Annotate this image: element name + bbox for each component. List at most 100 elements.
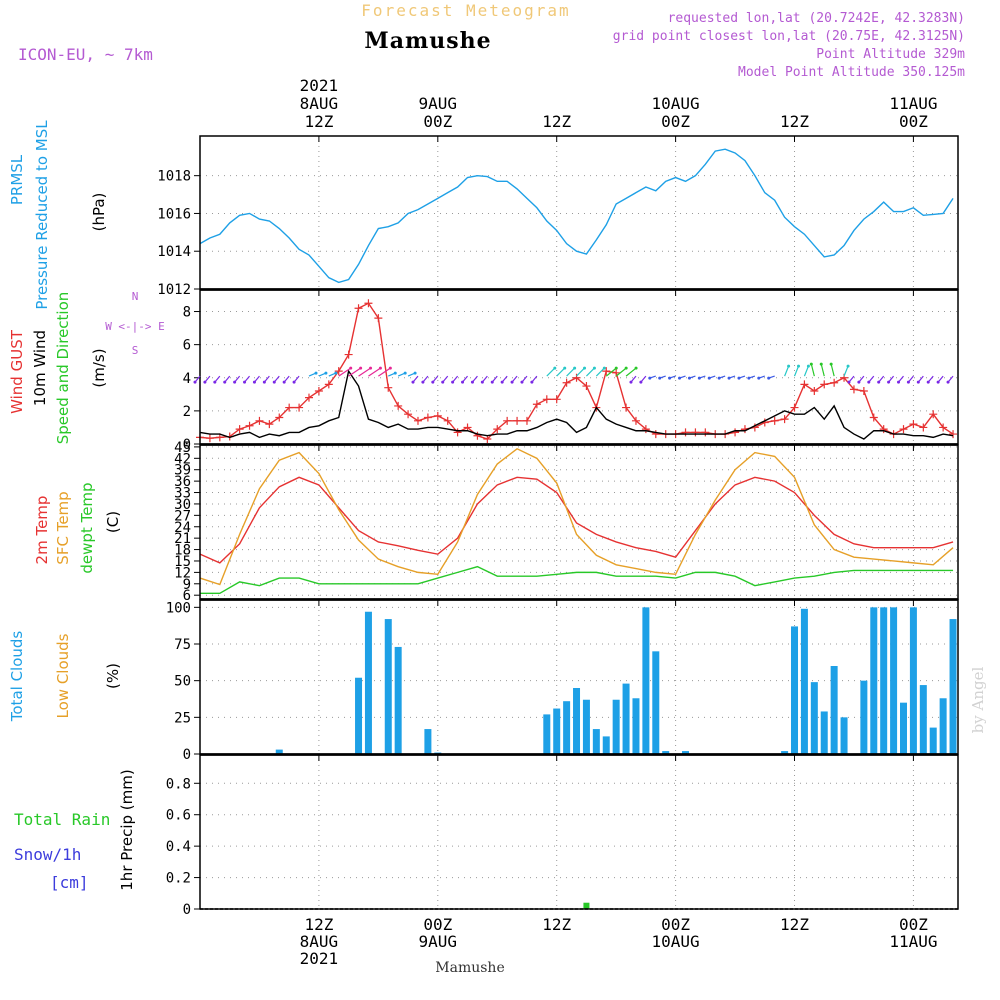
wind-arrow-head — [193, 380, 197, 384]
wind-arrow-head — [563, 366, 567, 370]
clouds-series-total-clouds-bar — [909, 607, 917, 754]
gust-marker — [602, 367, 611, 376]
wind-arrow-head — [203, 380, 207, 384]
wind-arrow-head — [480, 380, 484, 384]
gust-marker — [314, 387, 323, 396]
gust-marker — [205, 434, 214, 443]
wind-arrow-head — [470, 380, 474, 384]
time-bottom-label: 12Z — [780, 915, 809, 934]
gust-marker — [641, 425, 650, 434]
wind-arrow-head — [349, 366, 353, 370]
wind-arrow — [615, 367, 627, 377]
pressure-ytick-label: 1012 — [157, 282, 191, 298]
wind-arrow-head — [359, 366, 363, 370]
wind-arrow-head — [887, 380, 891, 384]
wind-arrow-head — [658, 376, 662, 380]
clouds-series-total-clouds-bar — [929, 727, 937, 754]
clouds-series-total-clouds-bar — [652, 651, 660, 754]
clouds-series-total-clouds-bar — [781, 751, 789, 754]
wind-arrow-head — [936, 380, 940, 384]
wind-arrow-head — [877, 380, 881, 384]
wind-arrow-head — [806, 364, 810, 368]
snow-unit-label: [cm] — [50, 873, 89, 892]
gust-marker — [622, 403, 631, 412]
clouds-ytick-label: 50 — [174, 674, 191, 690]
wind-arrow — [576, 367, 585, 377]
wind-arrow-head — [829, 362, 833, 366]
gust-marker — [800, 380, 809, 389]
clouds-series-total-clouds-bar — [820, 711, 828, 754]
point-altitude: Point Altitude 329m — [816, 47, 965, 62]
requested-coords: requested lon,lat (20.7242E, 42.3283N) — [668, 11, 965, 26]
wind-arrow-head — [441, 380, 445, 384]
time-top-label: 00Z — [423, 112, 452, 131]
time-bottom-label: 00Z — [899, 915, 928, 934]
temperature-ytick-label: 9 — [183, 577, 191, 593]
clouds-series-total-clouds-bar — [355, 677, 363, 754]
location-title: Mamushe — [364, 28, 491, 54]
temperature-ytick-label: 24 — [174, 520, 191, 536]
gust-marker — [235, 425, 244, 434]
wind-arrow-head — [797, 364, 801, 368]
temp-2m-label: 2m Temp — [33, 496, 51, 565]
clouds-series-total-clouds-bar — [602, 736, 610, 754]
wind-direction-arrows — [193, 362, 954, 384]
wind-arrow-head — [282, 380, 286, 384]
wind-arrow-head — [272, 380, 276, 384]
clouds-series-total-clouds-bar — [622, 683, 630, 754]
wind-arrow-head — [916, 380, 920, 384]
clouds-series-total-clouds-bar — [949, 619, 957, 754]
time-top-label: 00Z — [899, 112, 928, 131]
clouds-series-total-clouds-bar — [900, 702, 908, 754]
clouds-series-total-clouds-bar — [582, 699, 590, 754]
temperature-ytick-label: 18 — [174, 543, 191, 559]
wind-arrow-head — [413, 371, 417, 375]
gust-marker — [394, 401, 403, 410]
wind-arrow-head — [926, 380, 930, 384]
gust-marker — [582, 382, 591, 391]
wind-arrow — [830, 363, 835, 377]
wind-arrow — [793, 365, 800, 377]
wind-arrow-head — [747, 376, 751, 380]
wind-arrow-head — [223, 380, 227, 384]
time-bottom-label: 00Z — [423, 915, 452, 934]
pressure-ytick-label: 1014 — [157, 244, 191, 260]
wind-arrow — [556, 367, 566, 377]
clouds-series-total-clouds-bar — [394, 646, 402, 754]
wind-arrow-head — [639, 380, 643, 384]
wind-arrow-head — [324, 371, 328, 375]
pressure-label-2: Pressure Reduced to MSL — [33, 120, 51, 310]
credit: by Angel — [969, 666, 987, 733]
time-top-label: 10AUG — [652, 94, 700, 113]
clouds-series-total-clouds-bar — [424, 729, 432, 754]
wind-ytick-label: 0 — [183, 437, 191, 453]
temperature-series-dewpt-temp — [200, 565, 954, 594]
wind-arrow-head — [897, 380, 901, 384]
wind-arrow — [803, 365, 809, 377]
gust-marker — [899, 425, 908, 434]
temperature-ytick-label: 15 — [174, 554, 191, 570]
wind-arrow-head — [727, 376, 731, 380]
gust-marker — [245, 421, 254, 430]
wind-ytick-label: 2 — [183, 404, 191, 420]
clouds-series-total-clouds-bar — [682, 751, 690, 754]
wind-ytick-label: 8 — [183, 305, 191, 321]
time-bottom-label: 8AUG — [300, 932, 339, 951]
clouds-series-total-clouds-bar — [553, 708, 561, 754]
wind-arrow-head — [614, 366, 618, 370]
wind-panel: 0 2 4 6 8 — [183, 289, 959, 453]
temperature-ytick-label: 33 — [174, 486, 191, 502]
gust-marker — [849, 385, 858, 394]
wind-arrow-head — [553, 366, 557, 370]
wind-arrow-head — [243, 380, 247, 384]
wind-arrow — [338, 367, 352, 377]
pressure-ytick-label: 1018 — [157, 169, 191, 185]
temperature-ytick-label: 30 — [174, 497, 191, 513]
gust-marker — [503, 416, 512, 425]
time-bottom-label: 9AUG — [419, 932, 458, 951]
clouds-series-total-clouds-bar — [860, 680, 868, 754]
time-bottom-label: 11AUG — [889, 932, 937, 951]
gust-marker — [542, 395, 551, 404]
wind-arrow-head — [388, 366, 392, 370]
